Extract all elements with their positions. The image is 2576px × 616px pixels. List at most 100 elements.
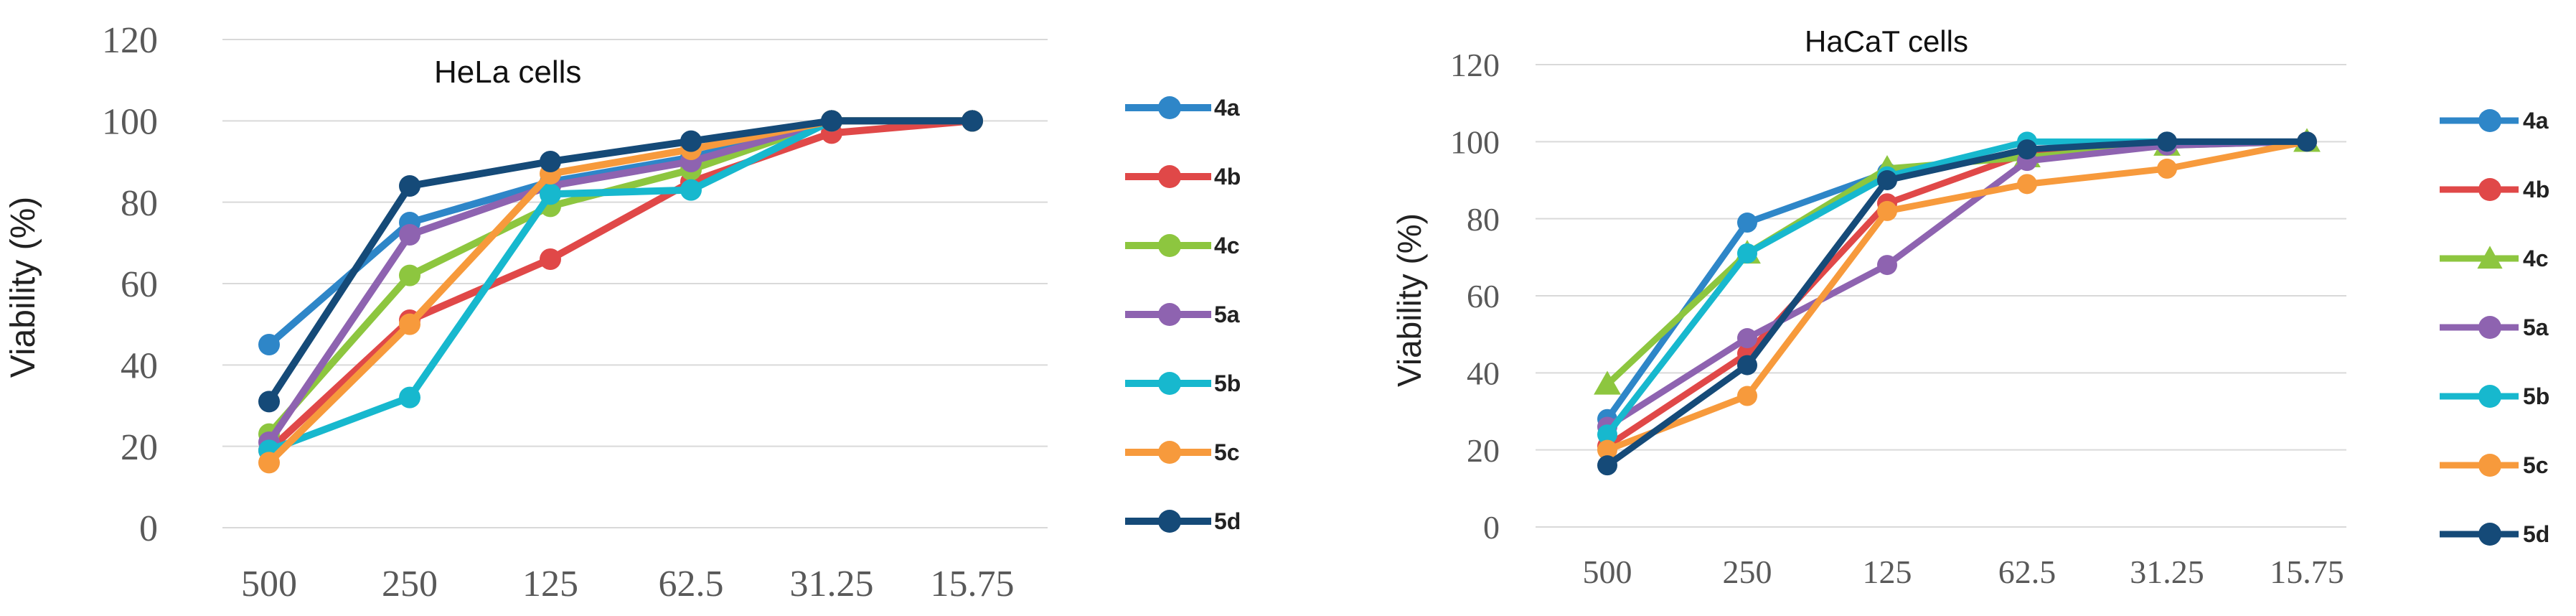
legend-label: 5c [1214, 439, 1240, 465]
y-axis-label: Viability (%) [1391, 213, 1428, 387]
data-point [1737, 213, 1757, 233]
x-tick-label: 250 [1723, 554, 1772, 590]
data-point [1597, 424, 1617, 445]
legend-label: 4a [2523, 108, 2549, 134]
legend-marker [2478, 109, 2501, 132]
legend-item-4c: 4c [1125, 233, 1240, 258]
legend-marker [2478, 523, 2501, 546]
legend-marker [1158, 234, 1181, 257]
y-tick-label: 0 [139, 508, 158, 549]
data-point [258, 334, 280, 355]
y-tick-label: 60 [1467, 278, 1500, 314]
x-tick-label: 125 [1863, 554, 1912, 590]
legend-marker [1158, 372, 1181, 395]
data-point [399, 224, 420, 246]
data-point [1737, 355, 1757, 375]
legend-label: 4b [2523, 177, 2549, 202]
data-point [540, 151, 561, 172]
data-point [1594, 370, 1621, 395]
legend-label: 4c [2523, 246, 2549, 271]
legend-item-5b: 5b [1125, 370, 1241, 396]
legend-marker [2478, 316, 2501, 339]
legend-marker [1158, 510, 1181, 533]
data-point [1877, 200, 1897, 221]
x-tick-label: 500 [1583, 554, 1632, 590]
legend-label: 5a [1214, 302, 1240, 327]
data-point [540, 183, 561, 205]
y-tick-label: 120 [102, 20, 158, 61]
y-tick-label: 100 [102, 102, 158, 143]
data-point [258, 452, 280, 474]
x-tick-label: 500 [241, 564, 297, 605]
y-tick-label: 20 [121, 427, 158, 468]
legend-marker [2477, 246, 2503, 269]
legend-item-4c: 4c [2440, 246, 2549, 271]
x-tick-label: 15.75 [931, 564, 1015, 605]
x-tick-label: 31.25 [790, 564, 874, 605]
y-tick-label: 80 [1467, 201, 1500, 238]
legend-marker [1158, 165, 1181, 188]
y-tick-label: 40 [121, 346, 158, 387]
legend-marker [2478, 454, 2501, 477]
data-point [540, 248, 561, 270]
legend-label: 4b [1214, 164, 1241, 190]
series-line [266, 117, 973, 454]
data-point [1877, 170, 1897, 190]
x-tick-label: 15.75 [2270, 554, 2344, 590]
chart-panel-2: 0 20 40 60 80 100 120 500 250 125 62.5 31.25 15.75 Vi… [1391, 24, 2549, 590]
data-point [680, 130, 702, 152]
y-tick-label: 80 [121, 183, 158, 224]
data-point [1877, 255, 1897, 276]
legend-marker [1158, 303, 1181, 326]
data-point [399, 175, 420, 197]
y-tick-label: 100 [1450, 123, 1500, 160]
legend-marker [1158, 96, 1181, 119]
x-tick-label: 31.25 [2130, 554, 2204, 590]
legend-label: 5b [2523, 383, 2549, 409]
legend-label: 5d [2523, 521, 2549, 547]
legend: 4a 4b 4c 5a 5b 5c 5d [1125, 95, 1241, 534]
legend-label: 4a [1214, 95, 1240, 121]
series-line [265, 117, 972, 404]
x-tick-label: 62.5 [659, 564, 724, 605]
legend-item-5a: 5a [1125, 302, 1240, 327]
x-tick-label: 250 [382, 564, 438, 605]
legend-item-4a: 4a [2440, 108, 2549, 134]
y-tick-label: 40 [1467, 355, 1500, 391]
x-tick-label: 125 [522, 564, 578, 605]
y-tick-label: 20 [1467, 432, 1500, 469]
legend-label: 5d [1214, 508, 1241, 534]
data-point [821, 110, 842, 132]
legend-item-4b: 4b [2440, 177, 2549, 202]
data-point [2157, 131, 2177, 152]
chart-panel-1: 0 20 40 60 80 100 120 500 250 125 62.5 31.25 15.75 Vi… [4, 20, 1241, 605]
legend-item-5c: 5c [1125, 439, 1240, 465]
data-point [2157, 158, 2177, 179]
series-5d [258, 110, 983, 413]
data-point [962, 110, 983, 132]
legend: 4a 4b 4c 5a 5b 5c 5d [2440, 108, 2549, 547]
data-point [399, 313, 420, 335]
legend-item-5d: 5d [2440, 521, 2549, 547]
legend-label: 5c [2523, 452, 2549, 478]
series-5d [1597, 131, 2317, 476]
data-point [1737, 328, 1757, 349]
data-point [2017, 139, 2037, 160]
x-tick-label: 62.5 [1998, 554, 2056, 590]
data-point [2017, 174, 2037, 195]
legend-item-4a: 4a [1125, 95, 1240, 121]
y-tick-label: 120 [1450, 47, 1500, 83]
legend-label: 5b [1214, 370, 1241, 396]
legend-label: 4c [1214, 233, 1240, 258]
legend-item-4b: 4b [1125, 164, 1241, 190]
legend-marker [2478, 178, 2501, 201]
data-point [1597, 439, 1617, 460]
data-point [399, 264, 420, 286]
series-line [1605, 138, 2307, 468]
legend-marker [1158, 441, 1181, 464]
y-axis-label: Viability (%) [4, 197, 42, 378]
data-point [1597, 455, 1617, 476]
y-tick-label: 60 [121, 264, 158, 305]
